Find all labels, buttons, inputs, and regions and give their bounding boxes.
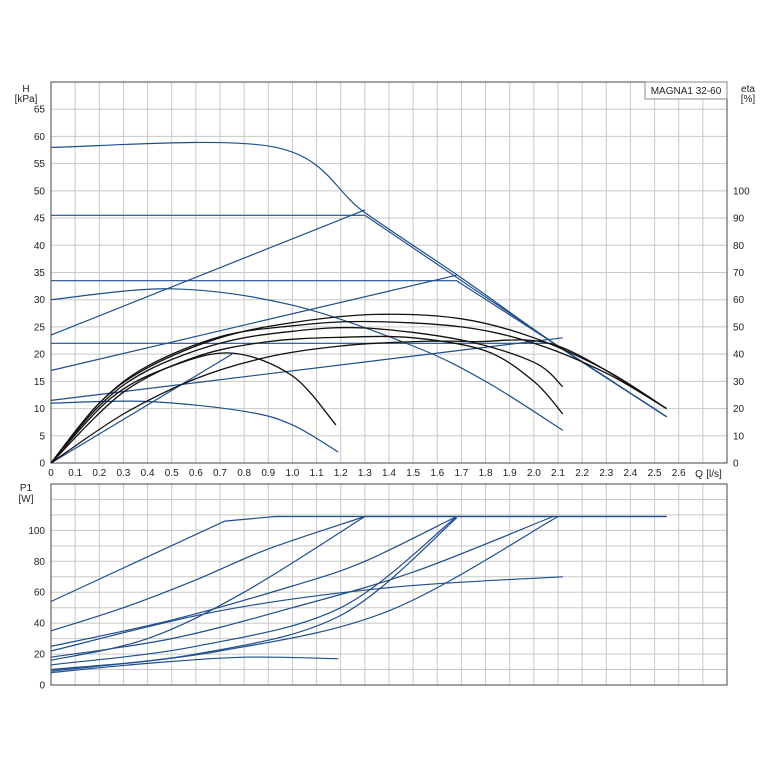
head-curve-9 [50,353,233,464]
flow-axis-ticks: 0 0.1 0.2 0.3 0.4 0.5 0.6 0.7 0.8 0.9 1.0 1.1 1.2 1.3… [48,468,686,479]
power-tick-label: 100 [28,526,45,537]
flow-tick-label: 0.3 [116,468,130,479]
eta-axis-unit: [%] [741,94,756,105]
power-tick-label: 20 [34,650,46,661]
flow-tick-label: 2.2 [575,468,589,479]
power-curve-9 [50,656,339,674]
power-curve-2 [50,515,457,647]
flow-tick-label: 1.5 [406,468,420,479]
head-tick-label: 40 [34,241,46,252]
power-tick-label: 40 [34,619,46,630]
power-axis-label: P1 [20,483,33,494]
flow-tick-label: 1.6 [430,468,444,479]
flow-tick-label: 1.3 [358,468,372,479]
flow-tick-label: 1.4 [382,468,396,479]
power-tick-label: 0 [39,681,45,692]
head-curve-10 [50,313,667,464]
flow-tick-label: 0.2 [92,468,106,479]
eta-tick-label: 90 [733,214,745,225]
head-curve-15 [50,339,667,464]
head-axis-ticks: 0 5 10 15 20 25 30 35 40 45 50 55 60 65 [34,105,46,470]
head-curve-4 [50,288,564,431]
head-curve-7 [50,274,457,372]
head-curve-14 [50,352,337,464]
head-axis-label: H [22,84,29,95]
head-tick-label: 50 [34,186,46,197]
head-curve-0 [50,141,667,418]
head-plot-frame [50,81,728,464]
flow-tick-label: 2.0 [527,468,541,479]
flow-tick-label: 0.8 [237,468,251,479]
flow-tick-label: 0.6 [189,468,203,479]
power-tick-label: 80 [34,557,46,568]
power-curve-7 [50,515,559,672]
head-tick-label: 10 [34,404,46,415]
eta-tick-label: 30 [733,377,745,388]
flow-tick-label: 2.1 [551,468,565,479]
eta-tick-label: 80 [733,241,745,252]
flow-tick-label: 0.1 [68,468,82,479]
head-axis-unit: [kPa] [15,94,38,105]
power-axis-ticks: 0 20 40 60 80 100 [28,526,45,692]
flow-tick-label: 2.5 [648,468,662,479]
eta-tick-label: 50 [733,322,745,333]
power-curves [50,515,667,674]
power-curve-3 [50,515,554,658]
head-grid [51,82,727,463]
head-curve-11 [50,320,667,464]
flow-tick-label: 1.1 [310,468,324,479]
chart-title-box [644,81,728,100]
flow-axis-label: Q [695,469,703,480]
flow-tick-label: 1.2 [334,468,348,479]
flow-axis-unit: [l/s] [706,469,722,480]
power-curve-1 [50,515,366,632]
flow-tick-label: 1.0 [285,468,299,479]
power-tick-label: 60 [34,588,46,599]
eta-tick-label: 100 [733,186,750,197]
head-tick-label: 30 [34,295,46,306]
head-tick-label: 35 [34,268,46,279]
flow-tick-label: 0.5 [165,468,179,479]
power-curve-5 [50,517,457,671]
eta-tick-label: 40 [733,350,745,361]
head-tick-label: 20 [34,350,46,361]
flow-tick-label: 1.8 [479,468,493,479]
flow-tick-label: 2.6 [672,468,686,479]
head-tick-label: 55 [34,159,46,170]
head-curve-6 [50,209,366,336]
power-curve-4 [50,516,457,666]
head-curve-12 [50,326,564,464]
eta-axis-label: eta [741,84,755,95]
power-grid [51,484,727,685]
chart-title: MAGNA1 32-60 [651,86,722,97]
flow-tick-label: 2.3 [599,468,613,479]
flow-tick-label: 1.7 [454,468,468,479]
flow-tick-label: 0.9 [261,468,275,479]
eta-axis-ticks: 0 10 20 30 40 50 60 70 80 90 100 [733,186,750,469]
head-tick-label: 25 [34,322,46,333]
head-curve-13 [50,335,564,464]
flow-tick-label: 0.4 [141,468,155,479]
eta-tick-label: 60 [733,295,745,306]
eta-tick-label: 10 [733,431,745,442]
eta-tick-label: 20 [733,404,745,415]
head-tick-label: 5 [39,431,45,442]
head-tick-label: 15 [34,377,46,388]
power-axis-unit: [W] [19,494,34,505]
flow-tick-label: 1.9 [503,468,517,479]
flow-tick-label: 0.7 [213,468,227,479]
head-curves [50,141,667,464]
head-tick-label: 0 [39,459,45,470]
eta-tick-label: 0 [733,459,739,470]
head-tick-label: 65 [34,105,46,116]
head-tick-label: 45 [34,214,46,225]
power-curve-8 [50,576,563,652]
head-tick-label: 60 [34,132,46,143]
eta-tick-label: 70 [733,268,745,279]
power-plot-frame [50,483,728,686]
flow-tick-label: 2.4 [623,468,637,479]
flow-tick-label: 0 [48,468,54,479]
